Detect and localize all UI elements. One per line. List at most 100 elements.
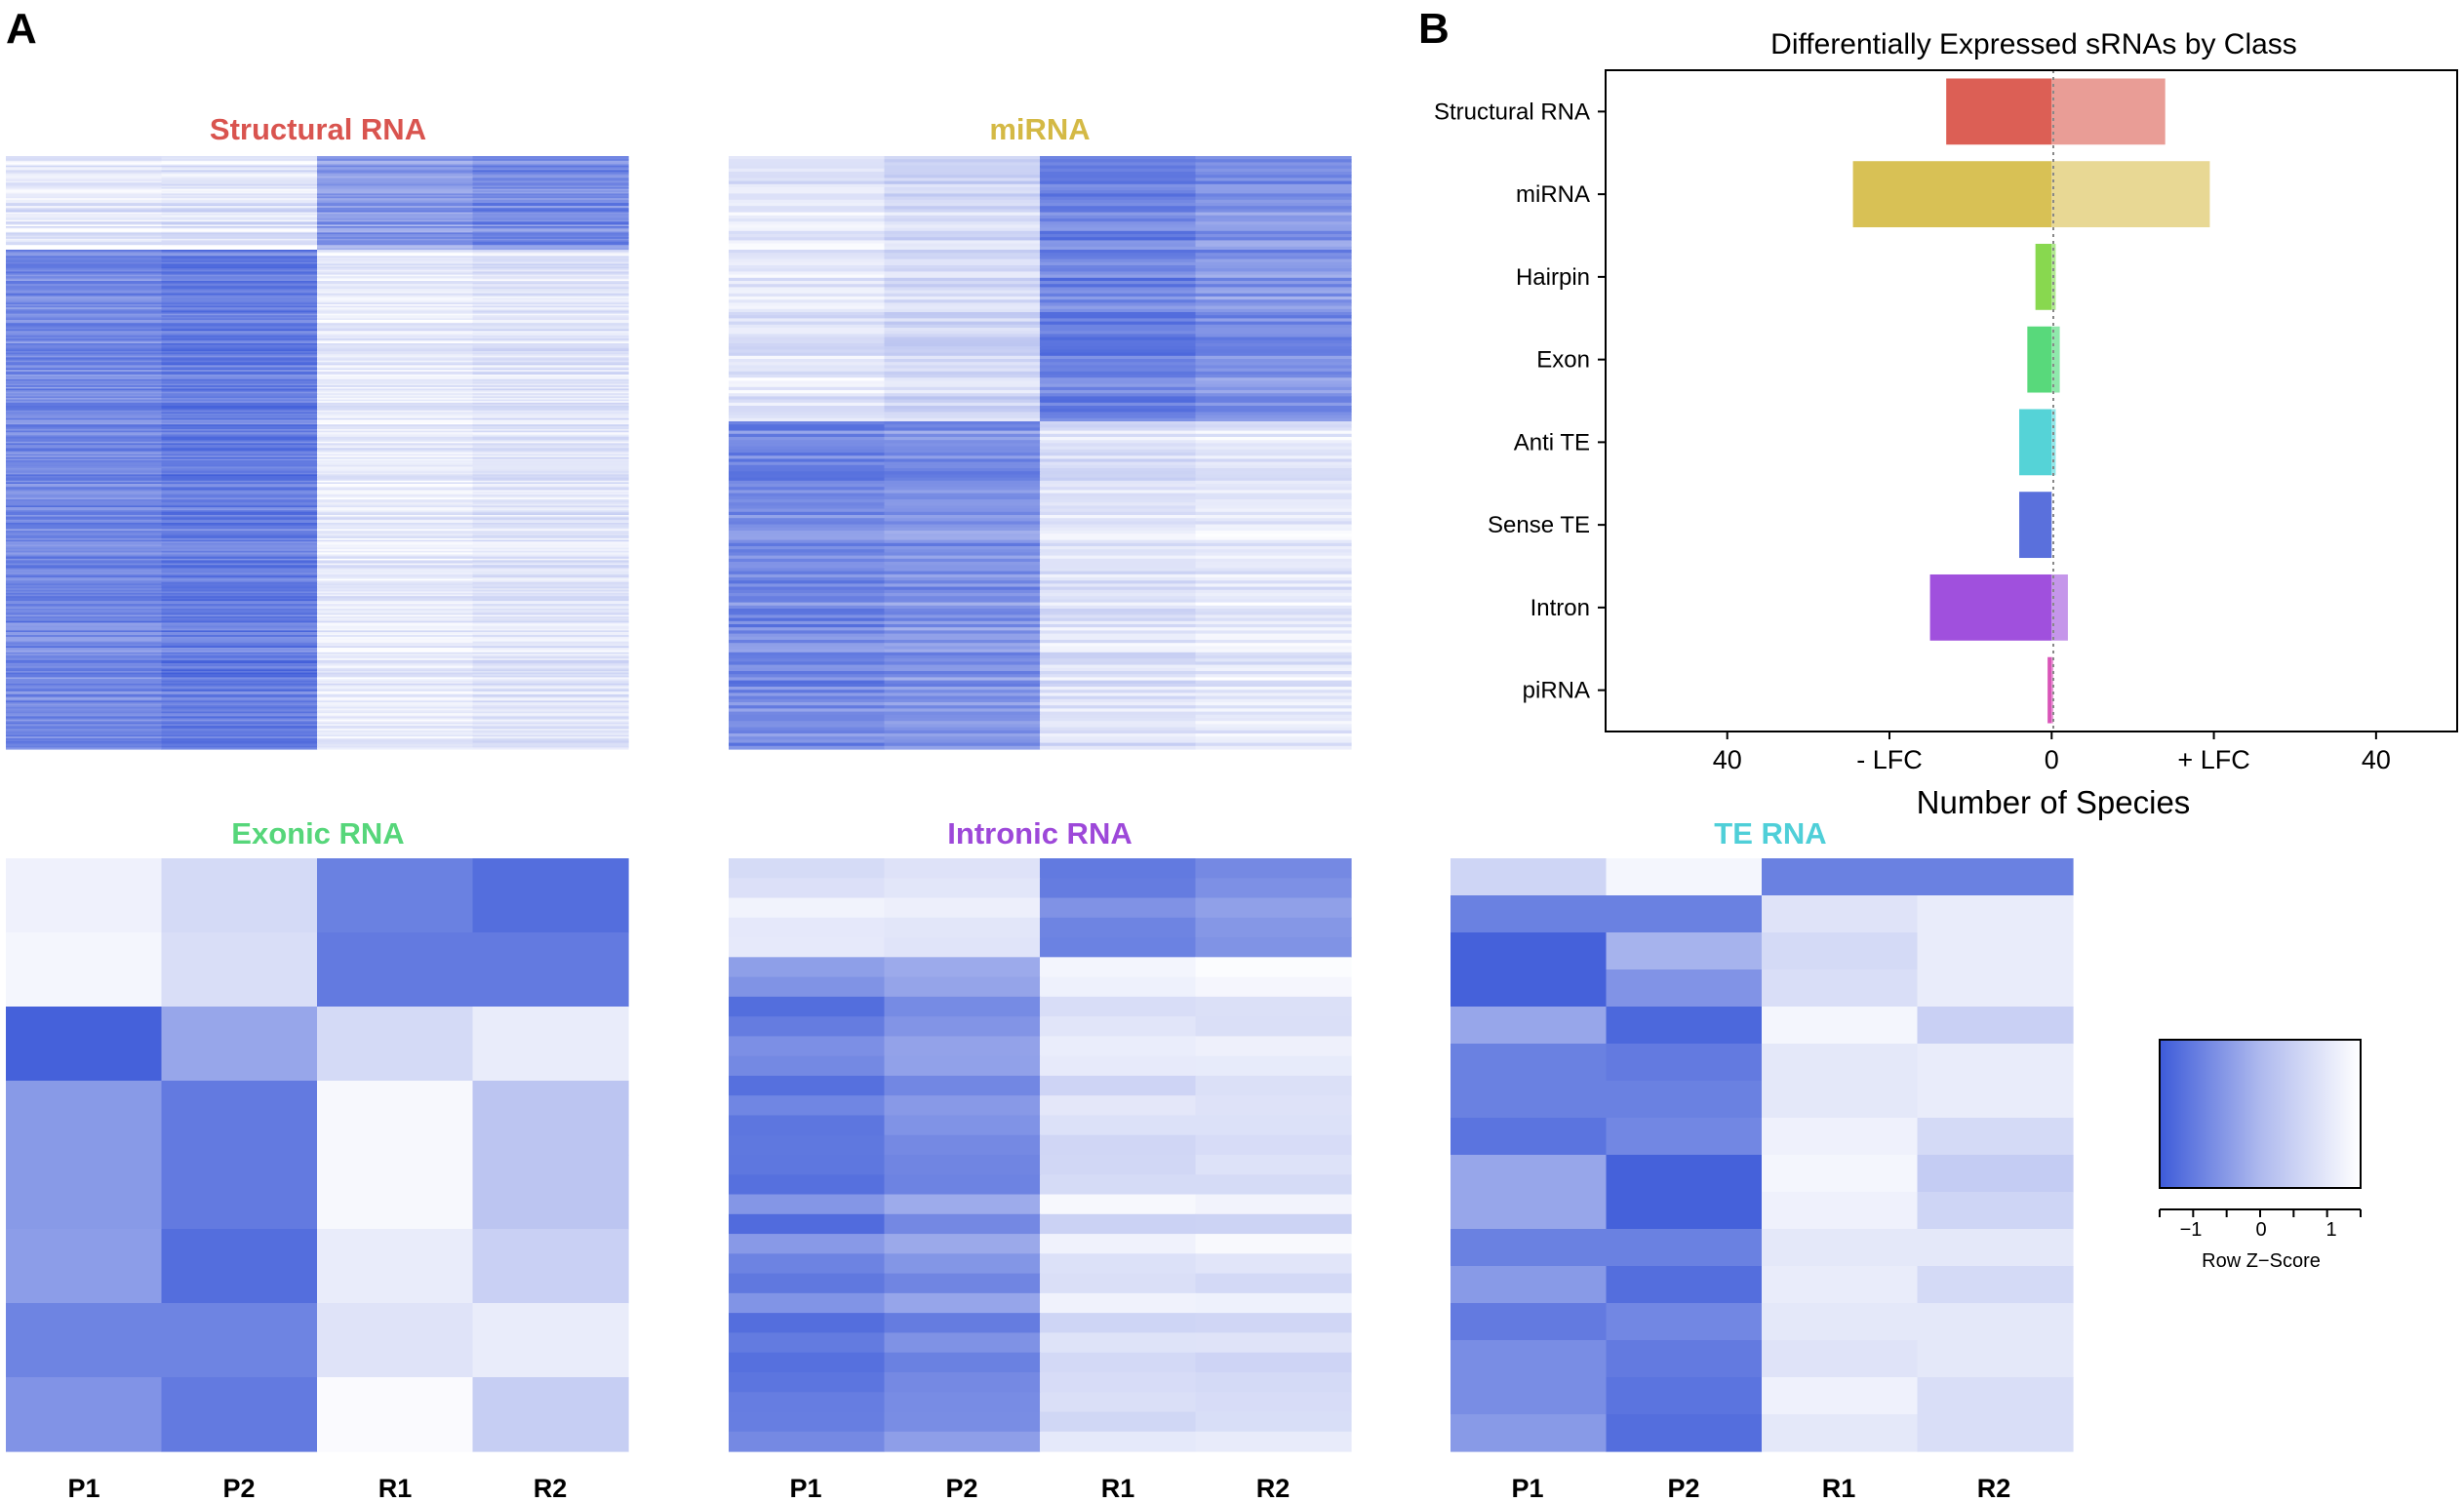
heatmap-cell bbox=[1040, 605, 1197, 610]
heatmap-cell bbox=[161, 586, 318, 589]
heatmap-cell bbox=[884, 599, 1041, 604]
heatmap-cell bbox=[729, 878, 886, 899]
heatmap-cell bbox=[729, 380, 886, 385]
heatmap-cell bbox=[317, 190, 474, 193]
heatmap-cell bbox=[884, 727, 1041, 732]
heatmap-cell bbox=[161, 437, 318, 440]
heatmap-cell bbox=[472, 415, 629, 417]
heatmap-cell bbox=[161, 245, 318, 248]
heatmap-cell bbox=[161, 577, 318, 580]
bar-positive bbox=[2051, 409, 2056, 476]
heatmap-cell bbox=[1195, 1332, 1352, 1354]
heatmap-cell bbox=[1606, 1007, 1763, 1045]
heatmap-cell bbox=[1195, 230, 1352, 235]
heatmap-cell bbox=[1040, 440, 1197, 444]
heatmap-cell bbox=[161, 336, 318, 339]
heatmap-cell bbox=[472, 638, 629, 641]
heatmap-cell bbox=[884, 671, 1041, 675]
heatmap-cell bbox=[6, 630, 163, 633]
heatmap-cell bbox=[6, 445, 163, 448]
heatmap-cell bbox=[161, 532, 318, 534]
heatmap-cell bbox=[6, 536, 163, 539]
heatmap-cell bbox=[1195, 589, 1352, 594]
heatmap-cell bbox=[472, 201, 629, 204]
heatmap-cell bbox=[161, 226, 318, 229]
heatmap-cell bbox=[1195, 602, 1352, 607]
heatmap-cell bbox=[1040, 368, 1197, 373]
heatmap-cell bbox=[1040, 1134, 1197, 1156]
heatmap-cell bbox=[161, 566, 318, 569]
heatmap-cell bbox=[729, 281, 886, 285]
heatmap-cell bbox=[1451, 1414, 1608, 1452]
heatmap-cell bbox=[1195, 212, 1352, 217]
heatmap-cell bbox=[884, 156, 1041, 160]
heatmap-cell bbox=[317, 620, 474, 623]
heatmap-cell bbox=[161, 248, 318, 251]
heatmap-cell bbox=[472, 550, 629, 553]
heatmap-cell bbox=[1040, 268, 1197, 272]
heatmap-cell bbox=[472, 240, 629, 243]
heatmap-cell bbox=[6, 279, 163, 282]
heatmap-cell bbox=[1040, 698, 1197, 703]
heatmap-cell bbox=[1040, 627, 1197, 631]
heatmap-cell bbox=[1195, 714, 1352, 719]
heatmap-cell bbox=[317, 407, 474, 410]
heatmap-cell bbox=[317, 727, 474, 730]
heatmap-cell bbox=[472, 304, 629, 307]
heatmap-cell bbox=[472, 466, 629, 469]
heatmap-cell bbox=[6, 547, 163, 550]
heatmap-cell bbox=[884, 221, 1041, 225]
heatmap-cell bbox=[729, 1115, 886, 1136]
heatmap-cell bbox=[729, 297, 886, 300]
heatmap-cell bbox=[161, 179, 318, 182]
heatmap-te-rna bbox=[1451, 858, 2074, 1452]
heatmap-cell bbox=[161, 562, 318, 565]
heatmap-cell bbox=[161, 558, 318, 561]
heatmap-cell bbox=[6, 659, 163, 662]
heatmap-cell bbox=[1040, 430, 1197, 435]
heatmap-cell bbox=[6, 458, 163, 461]
heatmap-cell bbox=[1195, 193, 1352, 198]
heatmap-cell bbox=[472, 515, 629, 518]
heatmap-cell bbox=[6, 396, 163, 399]
heatmap-cell bbox=[1040, 265, 1197, 269]
heatmap-cell bbox=[6, 495, 163, 498]
heatmap-cell bbox=[161, 266, 318, 269]
heatmap-cell bbox=[161, 542, 318, 545]
heatmap-cell bbox=[161, 661, 318, 664]
heatmap-cell bbox=[729, 368, 886, 373]
heatmap-cell bbox=[472, 510, 629, 513]
heatmap-cell bbox=[472, 616, 629, 619]
heatmap-cell bbox=[317, 1007, 474, 1082]
heatmap-cell bbox=[1195, 312, 1352, 316]
heatmap-cell bbox=[729, 695, 886, 700]
heatmap-cell bbox=[161, 648, 318, 651]
heatmap-cell bbox=[1606, 1340, 1763, 1378]
heatmap-cell bbox=[729, 515, 886, 519]
heatmap-cell bbox=[1195, 605, 1352, 610]
heatmap-cell bbox=[472, 285, 629, 288]
heatmap-cell bbox=[729, 362, 886, 366]
heatmap-cell bbox=[884, 664, 1041, 669]
heatmap-cell bbox=[1195, 281, 1352, 285]
heatmap-cell bbox=[1040, 702, 1197, 706]
heatmap-cell bbox=[6, 276, 163, 279]
heatmap-cell bbox=[1195, 221, 1352, 225]
heatmap-cell bbox=[884, 281, 1041, 285]
heatmap-cell bbox=[6, 242, 163, 245]
heatmap-cell bbox=[161, 565, 318, 568]
heatmap-cell bbox=[6, 638, 163, 641]
heatmap-cell bbox=[6, 490, 163, 493]
heatmap-cell bbox=[161, 341, 318, 344]
heatmap-cell bbox=[161, 370, 318, 373]
heatmap-cell bbox=[472, 529, 629, 532]
heatmap-cell bbox=[161, 534, 318, 536]
heatmap-cell bbox=[1040, 183, 1197, 188]
heatmap-cell bbox=[1195, 424, 1352, 428]
heatmap-cell bbox=[161, 609, 318, 612]
heatmap-cell bbox=[884, 1352, 1041, 1373]
heatmap-cell bbox=[161, 719, 318, 722]
heatmap-cell bbox=[317, 393, 474, 396]
heatmap-cell bbox=[161, 167, 318, 170]
heatmap-cell bbox=[6, 675, 163, 678]
